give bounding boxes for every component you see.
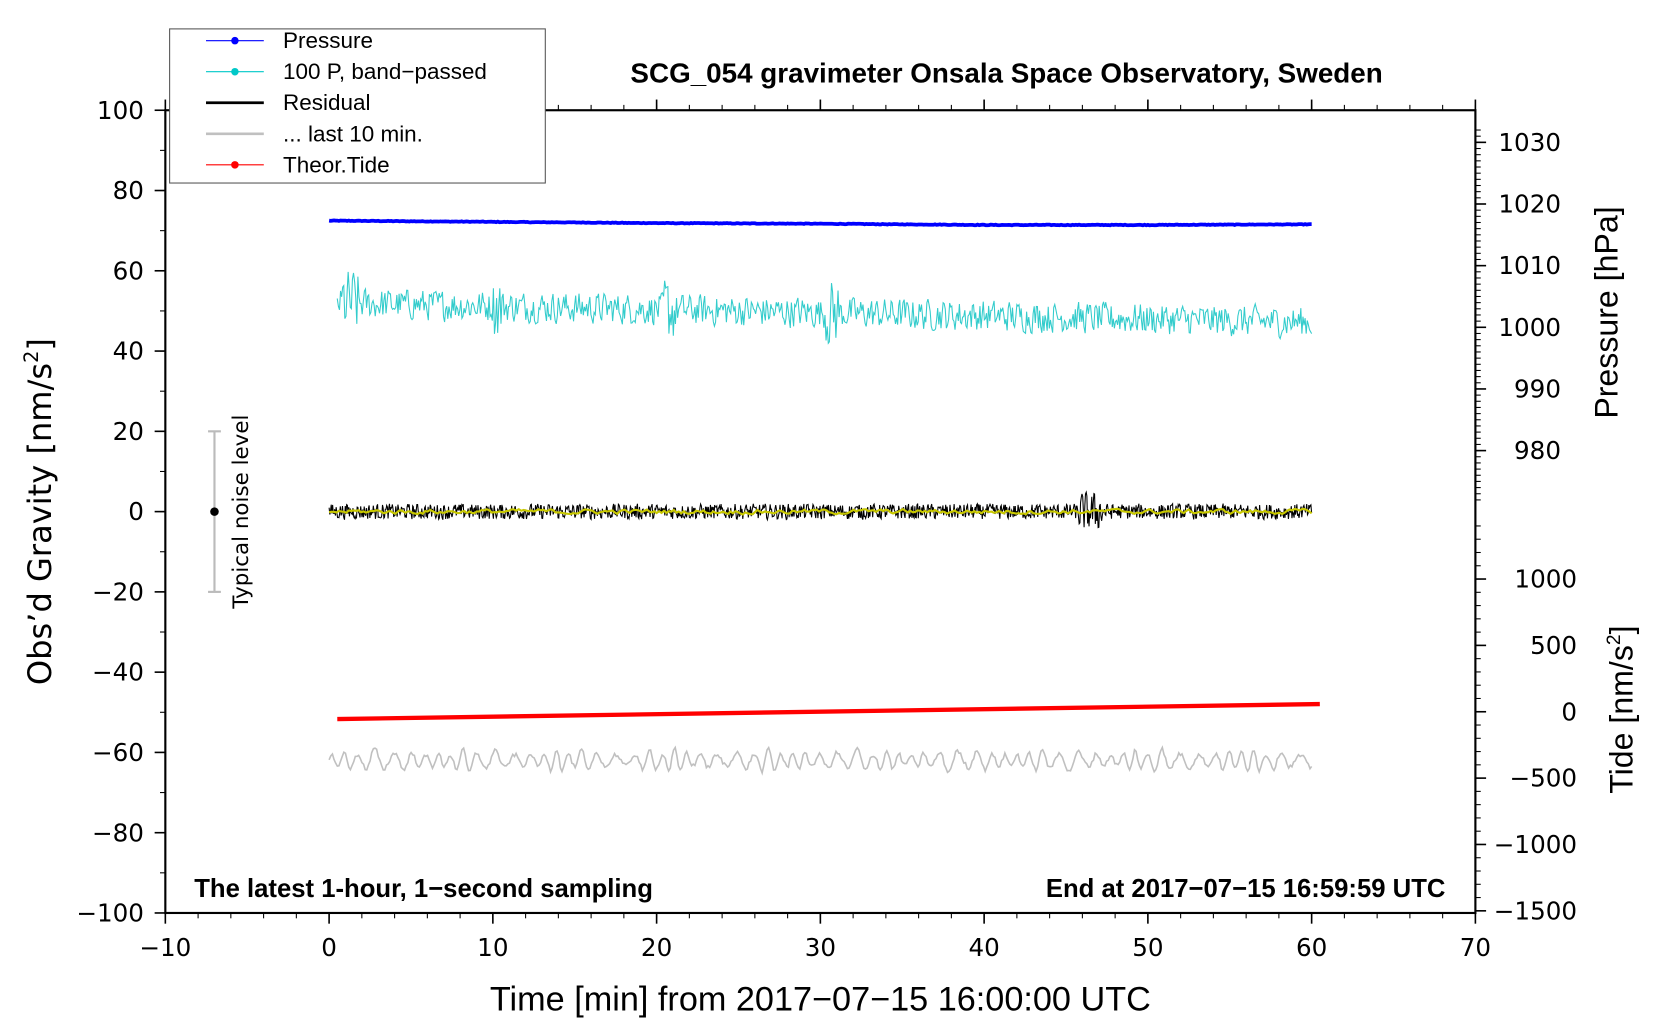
legend-swatch-marker [231,36,239,45]
x-tick-label: 70 [1460,933,1491,962]
legend-label-bandpassed: 100 P, band−passed [283,59,487,84]
tide-tick-label: −500 [1509,764,1577,793]
y-axis-label-left: Obs’d Gravity [nm/s2] [20,338,59,685]
y-axis-label-pressure: Pressure [hPa] [1589,206,1625,418]
y-tick-label: 100 [97,96,144,125]
tide-tick-label: 500 [1530,631,1577,660]
y-tick-label: −60 [92,738,144,767]
x-tick-label: 30 [805,933,836,962]
legend-label-pressure: Pressure [283,28,373,53]
pressure-series [328,218,1312,228]
bandpassed-pressure-series [336,271,1313,345]
x-tick-label: −10 [139,933,191,962]
y-axis-label-tide: Tide [nm/s2] [1604,625,1640,793]
pressure-tick-label: 980 [1514,436,1561,465]
annotation-right: End at 2017−07−15 16:59:59 UTC [1046,875,1446,903]
y-tick-label: 0 [128,497,144,526]
axis-ticks: −10 0 10 20 30 40 50 60 70−100−80−60−40−20020406… [76,96,1577,962]
pressure-tick-label: 1000 [1498,313,1561,342]
tide-tick-label: −1000 [1494,830,1577,859]
last-10-min-series [328,745,1313,776]
pressure-tick-label: 1010 [1498,251,1561,280]
y-tick-label: −80 [92,818,144,847]
annotation-left: The latest 1-hour, 1−second sampling [194,875,653,903]
pressure-tick-label: 990 [1514,375,1561,404]
tide-tick-label: −1500 [1494,896,1577,925]
legend-label-residual: Residual [283,90,370,115]
x-tick-label: 60 [1296,933,1327,962]
chart-title: SCG_054 gravimeter Onsala Space Observat… [630,57,1382,88]
y-tick-label: 80 [113,176,144,205]
legend-box [169,28,546,184]
noise-level-indicator: Typical noise level [208,415,254,610]
legend-swatch-marker [231,161,239,169]
legend-swatch-marker [231,67,239,76]
y-tick-label: −40 [92,658,144,687]
legend-label-last10: ... last 10 min. [283,121,423,146]
data-layer [328,218,1320,776]
y-tick-label: −20 [92,577,144,606]
tide-series [337,701,1320,722]
noise-level-dot [210,507,219,516]
x-tick-label: 50 [1132,933,1163,962]
x-tick-label: 20 [641,933,672,962]
x-tick-label: 10 [477,933,508,962]
pressure-tick-label: 1020 [1498,190,1561,219]
y-tick-label: 60 [113,256,144,285]
pressure-tick-label: 1030 [1498,128,1561,157]
residual-smoothed-series [329,507,1313,516]
x-axis-label: Time [min] from 2017−07−15 16:00:00 UTC [490,980,1151,1018]
tide-tick-label: 0 [1561,697,1577,726]
tide-tick-label: 1000 [1514,565,1577,594]
legend: Pressure 100 P, band−passed Residual ...… [169,28,546,184]
legend-label-tide: Theor.Tide [283,152,390,177]
noise-level-label: Typical noise level [229,415,254,610]
y-tick-label: 40 [113,337,144,366]
x-tick-label: 0 [321,933,337,962]
y-tick-label: 20 [113,417,144,446]
y-tick-label: −100 [76,899,144,928]
x-tick-label: 40 [968,933,999,962]
